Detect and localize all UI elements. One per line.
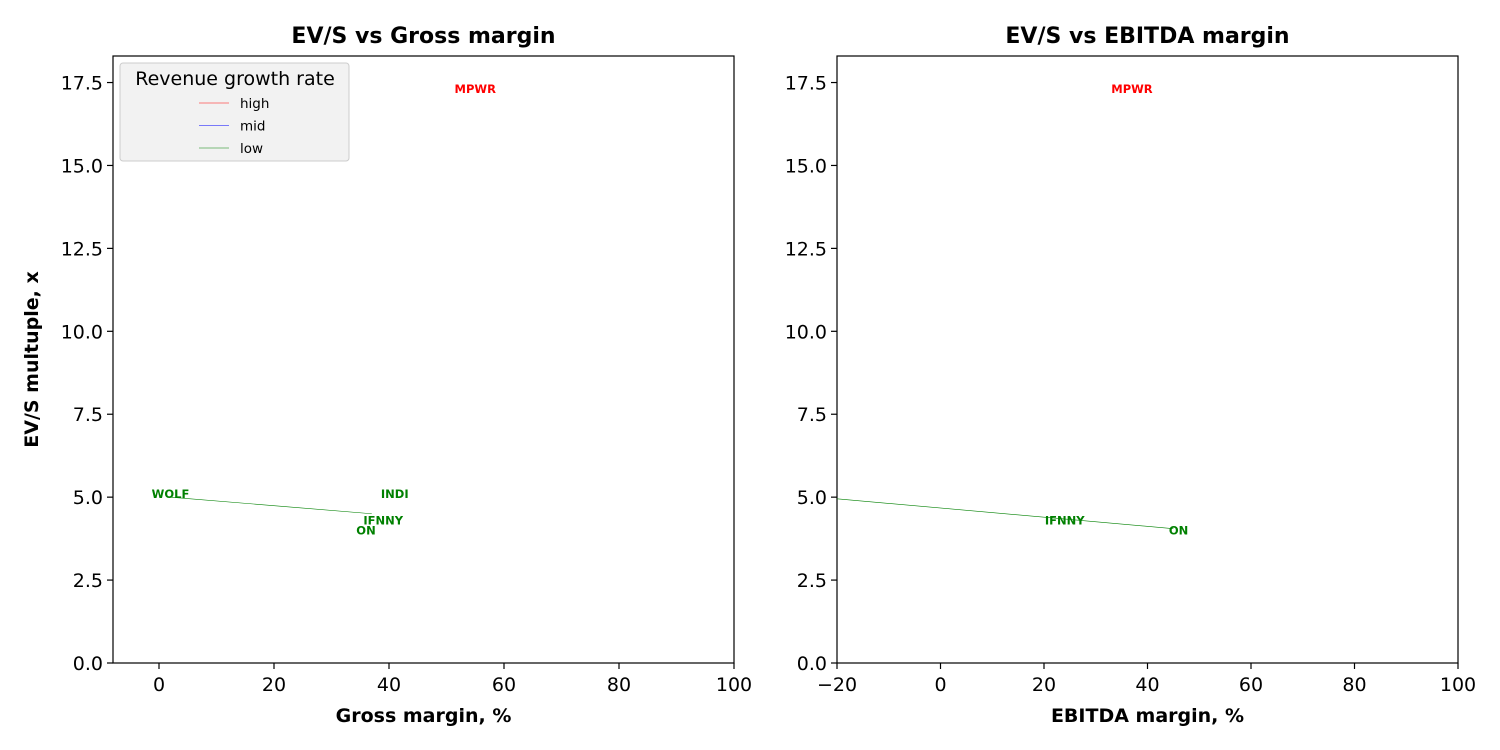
y-tick-label: 0.0 — [797, 653, 827, 675]
x-tick-label: 40 — [377, 674, 401, 696]
y-tick-label: 15.0 — [61, 155, 103, 177]
x-axis-label: Gross margin, % — [336, 705, 512, 727]
y-tick-label: 17.5 — [785, 73, 827, 95]
x-tick-label: 80 — [1342, 674, 1366, 696]
x-tick-label: 0 — [934, 674, 946, 696]
legend-box — [119, 62, 350, 162]
y-tick-label: 12.5 — [61, 238, 103, 260]
legend-entry-high: high — [240, 96, 269, 112]
point-label-ifnny: IFNNY — [363, 513, 403, 527]
x-tick-label: 60 — [492, 674, 516, 696]
x-tick-label: 100 — [1440, 674, 1476, 696]
chart-gross-margin: 0 20 40 60 80 100 0.0 2.5 5.0 7.5 10.0 12.5 15.0 17.5… — [21, 24, 752, 727]
y-tick-label: 7.5 — [797, 404, 827, 426]
x-tick-label: 20 — [1032, 674, 1056, 696]
legend-title: Revenue growth rate — [135, 68, 335, 90]
legend: Revenue growth rate high mid low — [119, 62, 350, 162]
trendline-low — [836, 498, 1174, 529]
y-tick-label: 2.5 — [797, 570, 827, 592]
point-label-indi: INDI — [381, 487, 409, 501]
chart-ebitda-margin: −20 0 20 40 60 80 100 0.0 2.5 5.0 7.5 10.0 12.5 15.0 1… — [785, 24, 1476, 727]
y-tick-label: 12.5 — [785, 238, 827, 260]
trendline-low — [170, 496, 372, 515]
legend-entry-low: low — [240, 141, 263, 157]
y-tick-label: 10.0 — [785, 321, 827, 343]
x-tick-label: 20 — [262, 674, 286, 696]
legend-entry-mid: mid — [240, 119, 265, 135]
x-tick-label: 0 — [153, 674, 165, 696]
point-label-on: ON — [356, 523, 375, 537]
x-tick-label: 60 — [1239, 674, 1263, 696]
x-tick-label: 40 — [1135, 674, 1159, 696]
y-tick-label: 10.0 — [61, 321, 103, 343]
point-label-ifnny: IFNNY — [1045, 513, 1085, 527]
plot-frame — [112, 55, 735, 664]
y-tick-label: 17.5 — [61, 73, 103, 95]
point-label-mpwr: MPWR — [455, 82, 497, 96]
point-label-on: ON — [1169, 523, 1188, 537]
y-tick-label: 2.5 — [73, 570, 103, 592]
chart-title: EV/S vs Gross margin — [291, 24, 555, 49]
plot-frame — [836, 55, 1459, 664]
y-tick-label: 15.0 — [785, 155, 827, 177]
y-axis-label: EV/S multuple, x — [21, 271, 43, 447]
x-tick-label: 100 — [716, 674, 752, 696]
point-label-wolf: WOLF — [152, 487, 190, 501]
chart-title: EV/S vs EBITDA margin — [1005, 24, 1289, 49]
x-axis-label: EBITDA margin, % — [1051, 705, 1244, 727]
y-tick-label: 7.5 — [73, 404, 103, 426]
y-tick-label: 5.0 — [797, 487, 827, 509]
y-tick-label: 5.0 — [73, 487, 103, 509]
x-tick-label: −20 — [817, 674, 857, 696]
x-tick-label: 80 — [607, 674, 631, 696]
point-label-mpwr: MPWR — [1111, 82, 1153, 96]
y-tick-label: 0.0 — [73, 653, 103, 675]
